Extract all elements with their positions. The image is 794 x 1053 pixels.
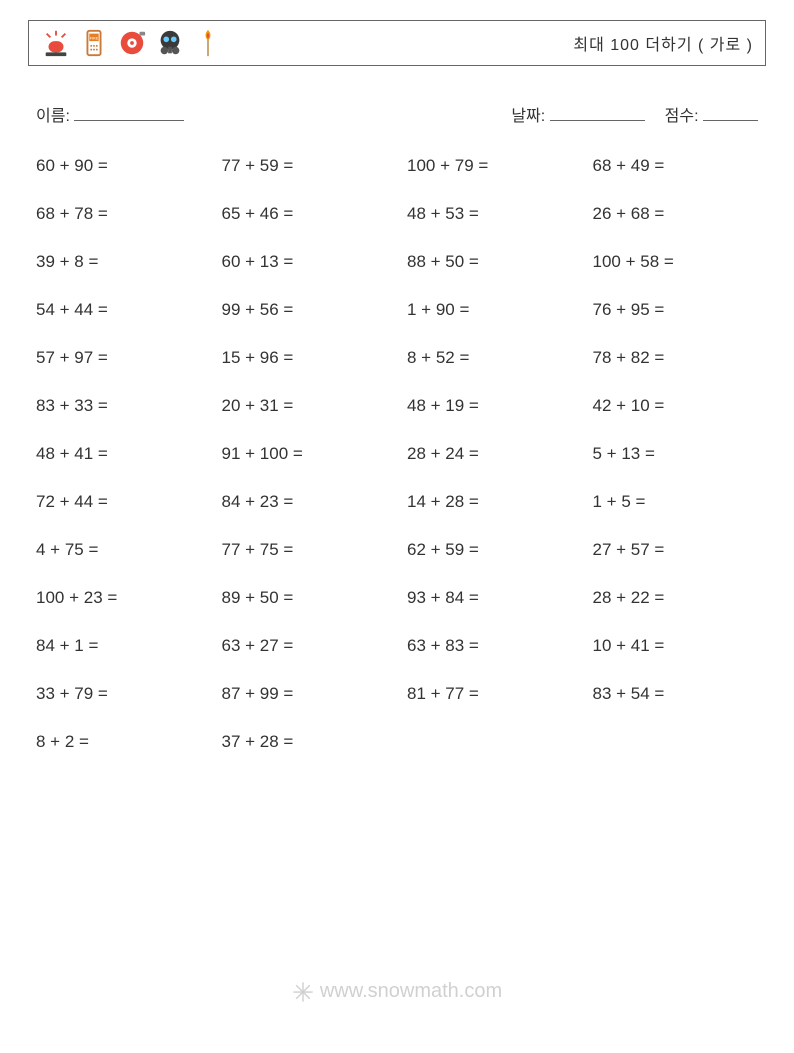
problem-cell: 68 + 78 = [36,204,202,224]
problem-cell: 83 + 54 = [593,684,759,704]
date-blank[interactable] [550,102,645,121]
problem-cell: 87 + 99 = [222,684,388,704]
match-icon [193,28,223,58]
problem-grid: 60 + 90 = 77 + 59 = 100 + 79 = 68 + 49 = 68 … [28,156,766,752]
score-blank[interactable] [703,102,758,121]
problem-cell: 27 + 57 = [593,540,759,560]
problem-cell: 20 + 31 = [222,396,388,416]
problem-cell: 81 + 77 = [407,684,573,704]
problem-cell: 26 + 68 = [593,204,759,224]
name-field: 이름: [36,102,511,126]
problem-cell: 10 + 41 = [593,636,759,656]
problem-cell: 76 + 95 = [593,300,759,320]
problem-cell: 62 + 59 = [407,540,573,560]
problem-cell: 100 + 58 = [593,252,759,272]
score-field: 점수: [665,102,758,126]
problem-cell: 15 + 96 = [222,348,388,368]
problem-cell: 4 + 75 = [36,540,202,560]
watermark: www.snowmath.com [0,980,794,1003]
header-icons: FIRE [41,28,223,58]
siren-icon [41,28,71,58]
gas-mask-icon [155,28,185,58]
problem-cell: 84 + 23 = [222,492,388,512]
score-label: 점수: [665,108,699,125]
problem-cell: 63 + 83 = [407,636,573,656]
worksheet-title: 최대 100 더하기 ( 가로 ) [573,31,753,55]
problem-cell: 77 + 75 = [222,540,388,560]
problem-cell: 48 + 53 = [407,204,573,224]
problem-cell: 91 + 100 = [222,444,388,464]
meta-row: 이름: 날짜: 점수: [28,102,766,126]
date-label: 날짜: [511,108,545,125]
problem-cell: 100 + 23 = [36,588,202,608]
problem-cell: 54 + 44 = [36,300,202,320]
problem-cell: 28 + 24 = [407,444,573,464]
problem-cell: 1 + 90 = [407,300,573,320]
problem-cell: 68 + 49 = [593,156,759,176]
name-blank[interactable] [74,102,184,121]
problem-cell: 48 + 41 = [36,444,202,464]
problem-cell: 57 + 97 = [36,348,202,368]
problem-cell: 99 + 56 = [222,300,388,320]
svg-text:FIRE: FIRE [90,36,99,40]
problem-cell: 5 + 13 = [593,444,759,464]
worksheet-page: FIRE [0,0,794,1053]
problem-cell: 77 + 59 = [222,156,388,176]
problem-cell: 72 + 44 = [36,492,202,512]
problem-cell: 63 + 27 = [222,636,388,656]
problem-cell: 14 + 28 = [407,492,573,512]
problem-cell: 33 + 79 = [36,684,202,704]
problem-cell: 48 + 19 = [407,396,573,416]
alarm-bell-icon [117,28,147,58]
problem-cell: 8 + 2 = [36,732,202,752]
snowflake-icon [292,981,314,1003]
problem-cell: 8 + 52 = [407,348,573,368]
problem-cell: 89 + 50 = [222,588,388,608]
problem-cell: 88 + 50 = [407,252,573,272]
phone-fire-icon: FIRE [79,28,109,58]
problem-cell: 65 + 46 = [222,204,388,224]
date-field: 날짜: [511,102,644,126]
problem-cell: 84 + 1 = [36,636,202,656]
problem-cell: 28 + 22 = [593,588,759,608]
problem-cell: 83 + 33 = [36,396,202,416]
problem-cell: 60 + 13 = [222,252,388,272]
problem-cell: 78 + 82 = [593,348,759,368]
problem-cell [407,732,573,752]
problem-cell: 60 + 90 = [36,156,202,176]
problem-cell: 42 + 10 = [593,396,759,416]
problem-cell: 1 + 5 = [593,492,759,512]
problem-cell: 39 + 8 = [36,252,202,272]
problem-cell: 100 + 79 = [407,156,573,176]
header-box: FIRE [28,20,766,66]
problem-cell [593,732,759,752]
problem-cell: 37 + 28 = [222,732,388,752]
watermark-text: www.snowmath.com [320,980,502,1003]
name-label: 이름: [36,108,70,125]
problem-cell: 93 + 84 = [407,588,573,608]
